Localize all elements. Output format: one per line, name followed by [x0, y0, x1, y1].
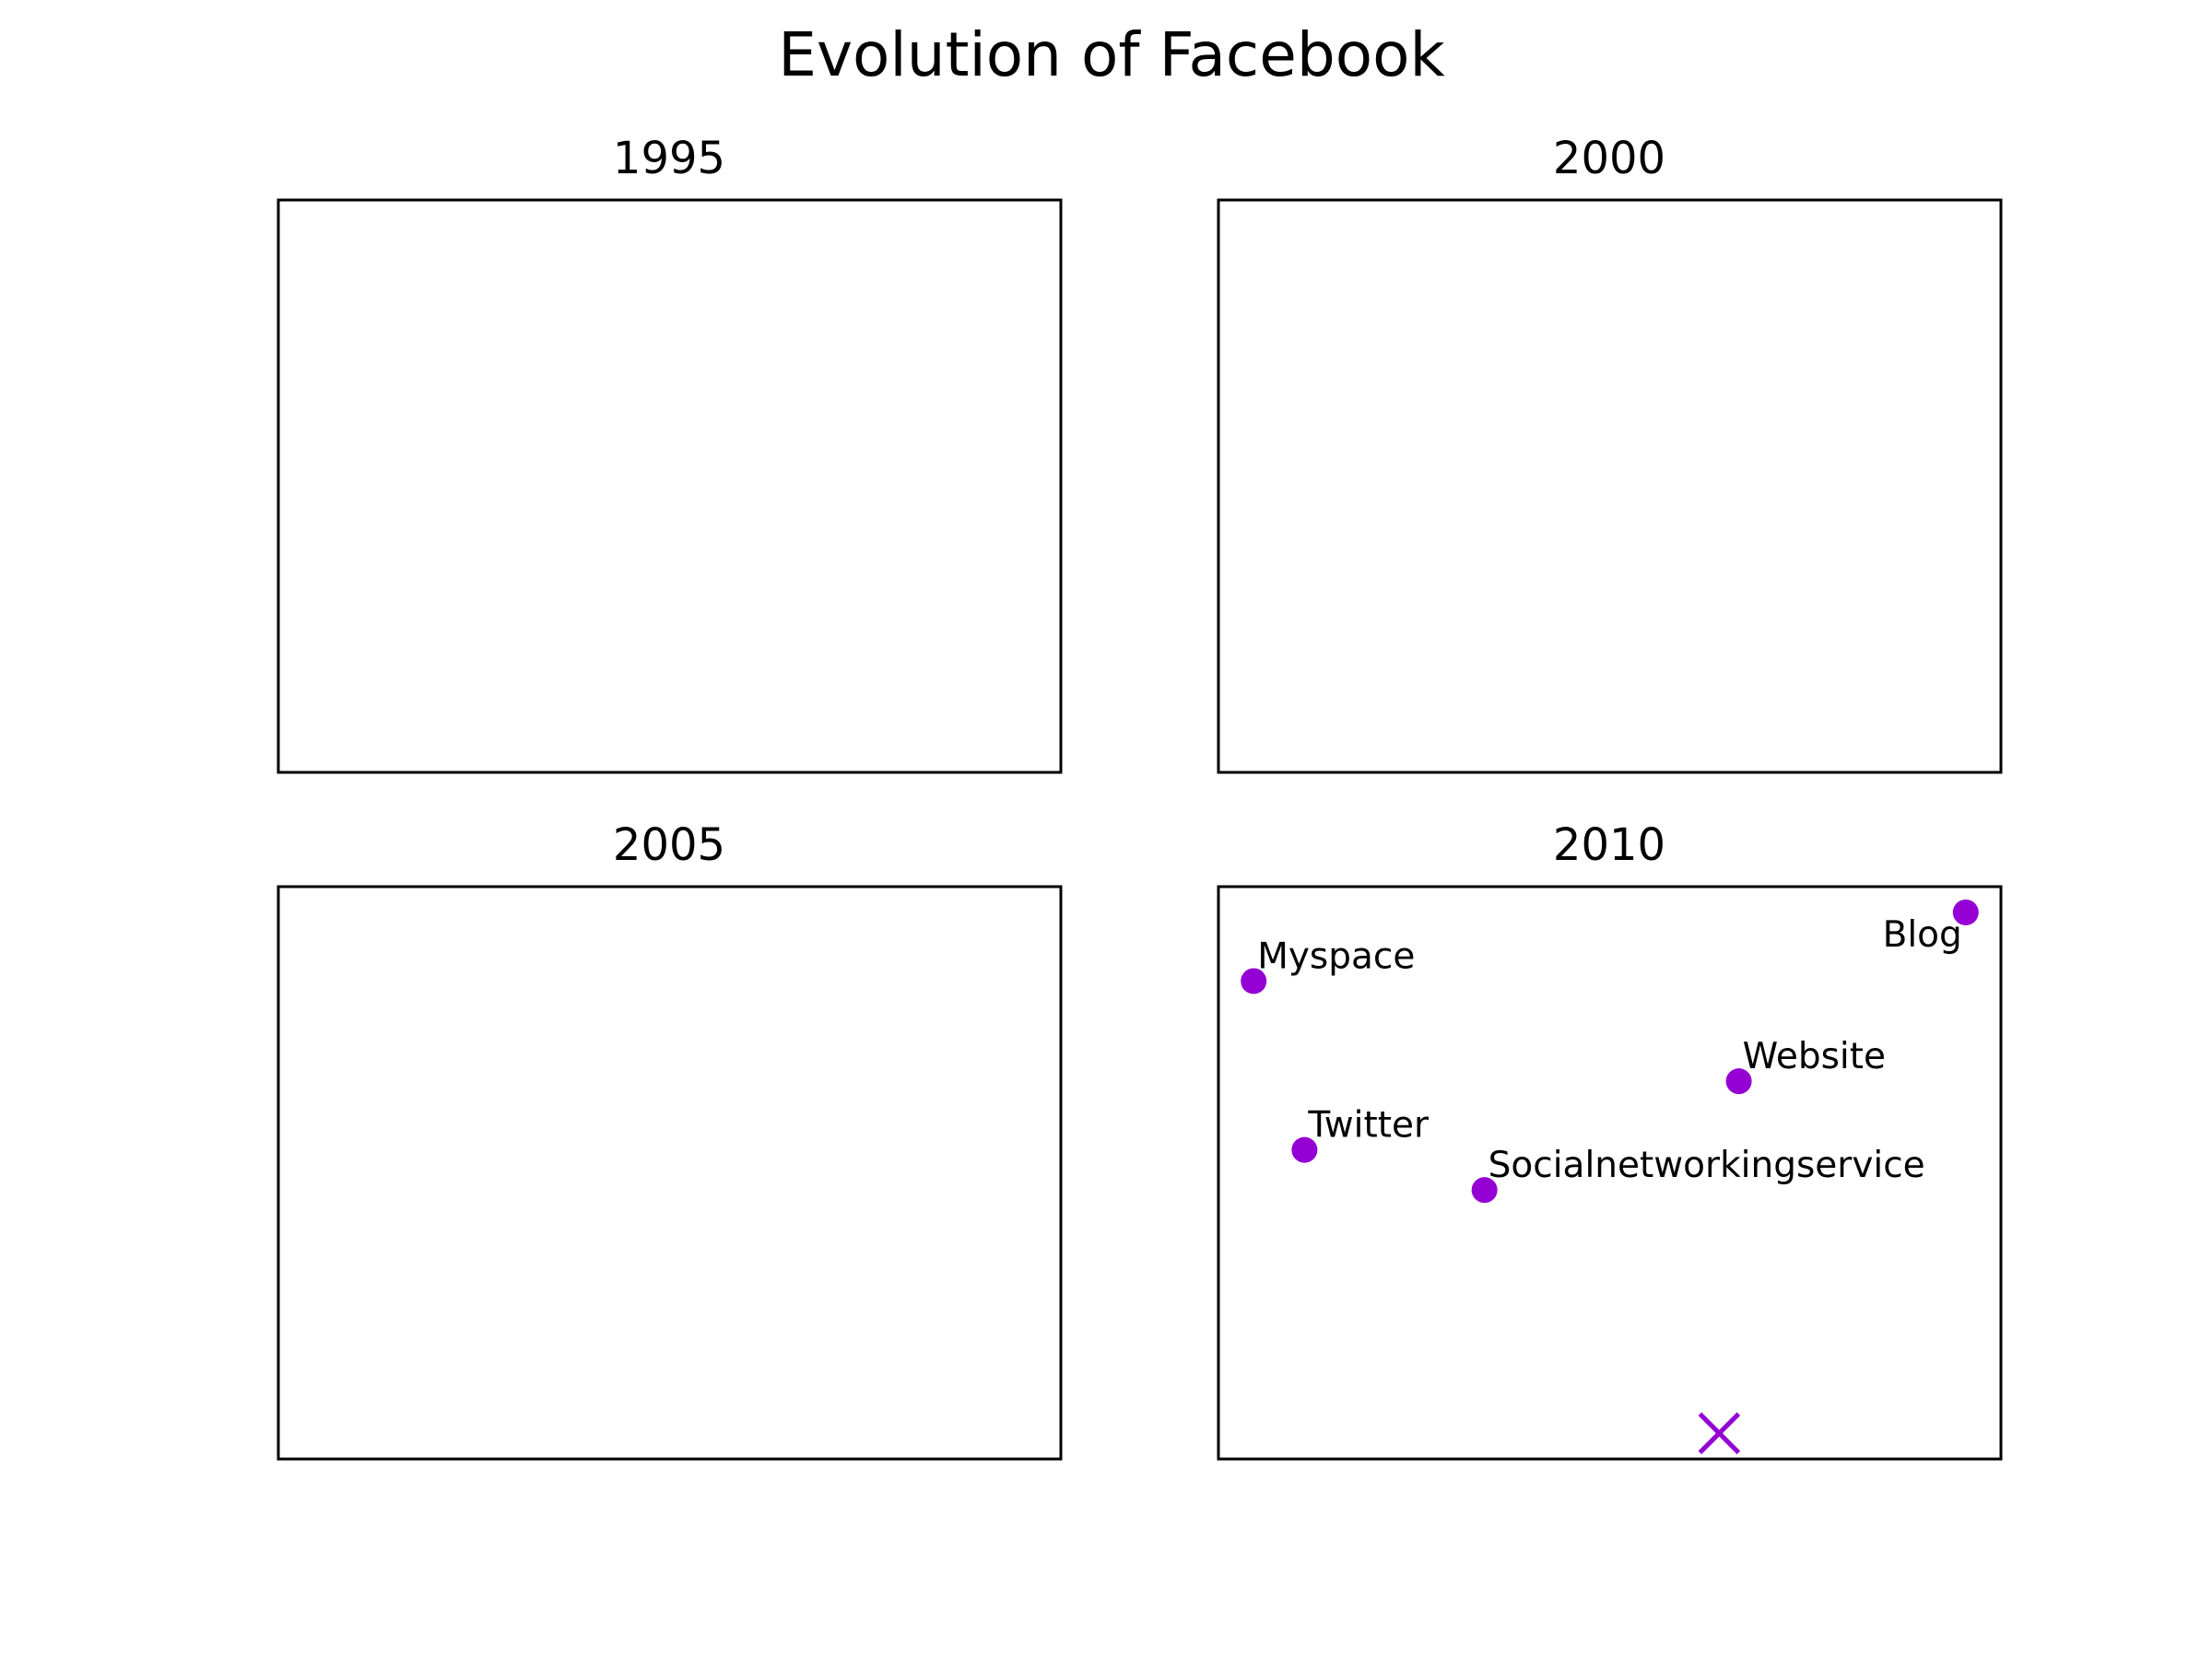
scatter-points: Myspace Twitter Socialnetworkingservice Web…	[1241, 899, 1979, 1454]
point-label: Website	[1743, 1036, 1886, 1077]
chart-title: Evolution of Facebook	[778, 19, 1445, 90]
panel-frame	[1217, 198, 2003, 774]
panel-2000: 2000	[1217, 133, 2003, 774]
scatter-point	[1291, 1136, 1318, 1163]
panel-title: 1995	[613, 133, 725, 184]
panel-title: 2010	[1553, 819, 1665, 871]
panel-title: 2005	[613, 819, 725, 871]
scatter-point	[1952, 899, 1979, 925]
point-label: Blog	[1883, 914, 1962, 956]
panel-2010: 2010 Myspace Twitter Socialnetworkingservi…	[1217, 819, 2003, 1461]
panel-frame	[276, 198, 1063, 774]
panel-frame	[1217, 885, 2003, 1461]
scatter-point	[1725, 1068, 1752, 1095]
scatter-point	[1241, 968, 1267, 994]
scatter-point	[1471, 1177, 1498, 1204]
panel-2005: 2005	[276, 819, 1063, 1461]
point-label: Twitter	[1307, 1105, 1430, 1147]
x-marker	[1698, 1412, 1741, 1454]
point-label: Socialnetworkingservice	[1488, 1145, 1925, 1186]
panel-frame	[276, 885, 1063, 1461]
panel-title: 2000	[1553, 133, 1665, 184]
panel-1995: 1995	[276, 133, 1063, 774]
point-label: Myspace	[1257, 935, 1415, 977]
